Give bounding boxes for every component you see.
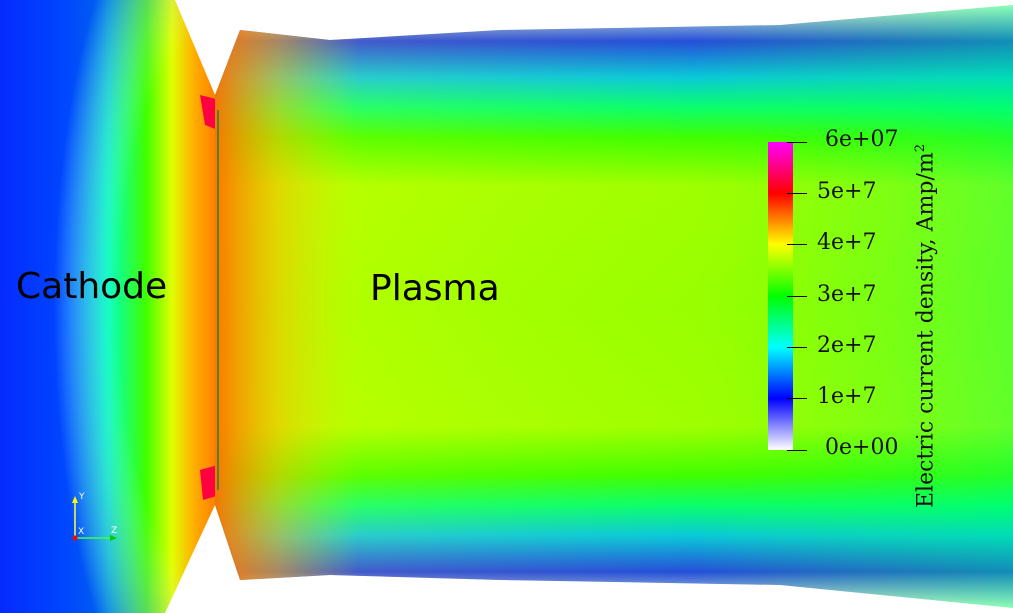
colorbar-tick-label: 1e+7	[817, 384, 877, 409]
colorbar-title: Electric current density, Amp/m2	[913, 144, 938, 508]
colorbar-tick	[787, 450, 807, 451]
colorbar-tick-label: 2e+7	[817, 333, 877, 358]
colorbar-tick-label: 0e+00	[825, 435, 899, 460]
cathode-region	[0, 0, 220, 613]
colorbar-tick-label: 3e+7	[817, 282, 877, 307]
colorbar-tick	[787, 244, 807, 245]
plasma-region	[215, 5, 1013, 608]
colorbar-tick	[787, 142, 807, 143]
colorbar-tick	[787, 347, 807, 348]
plasma-label: Plasma	[370, 268, 500, 309]
axis-label-z: Z	[111, 526, 118, 536]
cathode-label: Cathode	[16, 266, 168, 307]
axis-label-y: Y	[79, 492, 85, 502]
z-axis-arrow-icon	[110, 535, 117, 541]
colorbar-tick	[787, 193, 807, 194]
axis-label-x: X	[78, 527, 85, 537]
colorbar-tick-label: 6e+07	[825, 127, 899, 152]
colorbar-tick-label: 4e+7	[817, 230, 877, 255]
colorbar-tick	[787, 296, 807, 297]
colorbar-tick	[787, 398, 807, 399]
axes-triad	[72, 496, 117, 541]
colorbar-tick-label: 5e+7	[817, 179, 877, 204]
colorbar-title-text: Electric current density, Amp/m	[913, 152, 939, 508]
colorbar-title-superscript: 2	[913, 143, 928, 153]
x-axis-dot-icon	[72, 535, 78, 541]
y-axis-arrow-icon	[72, 496, 78, 503]
